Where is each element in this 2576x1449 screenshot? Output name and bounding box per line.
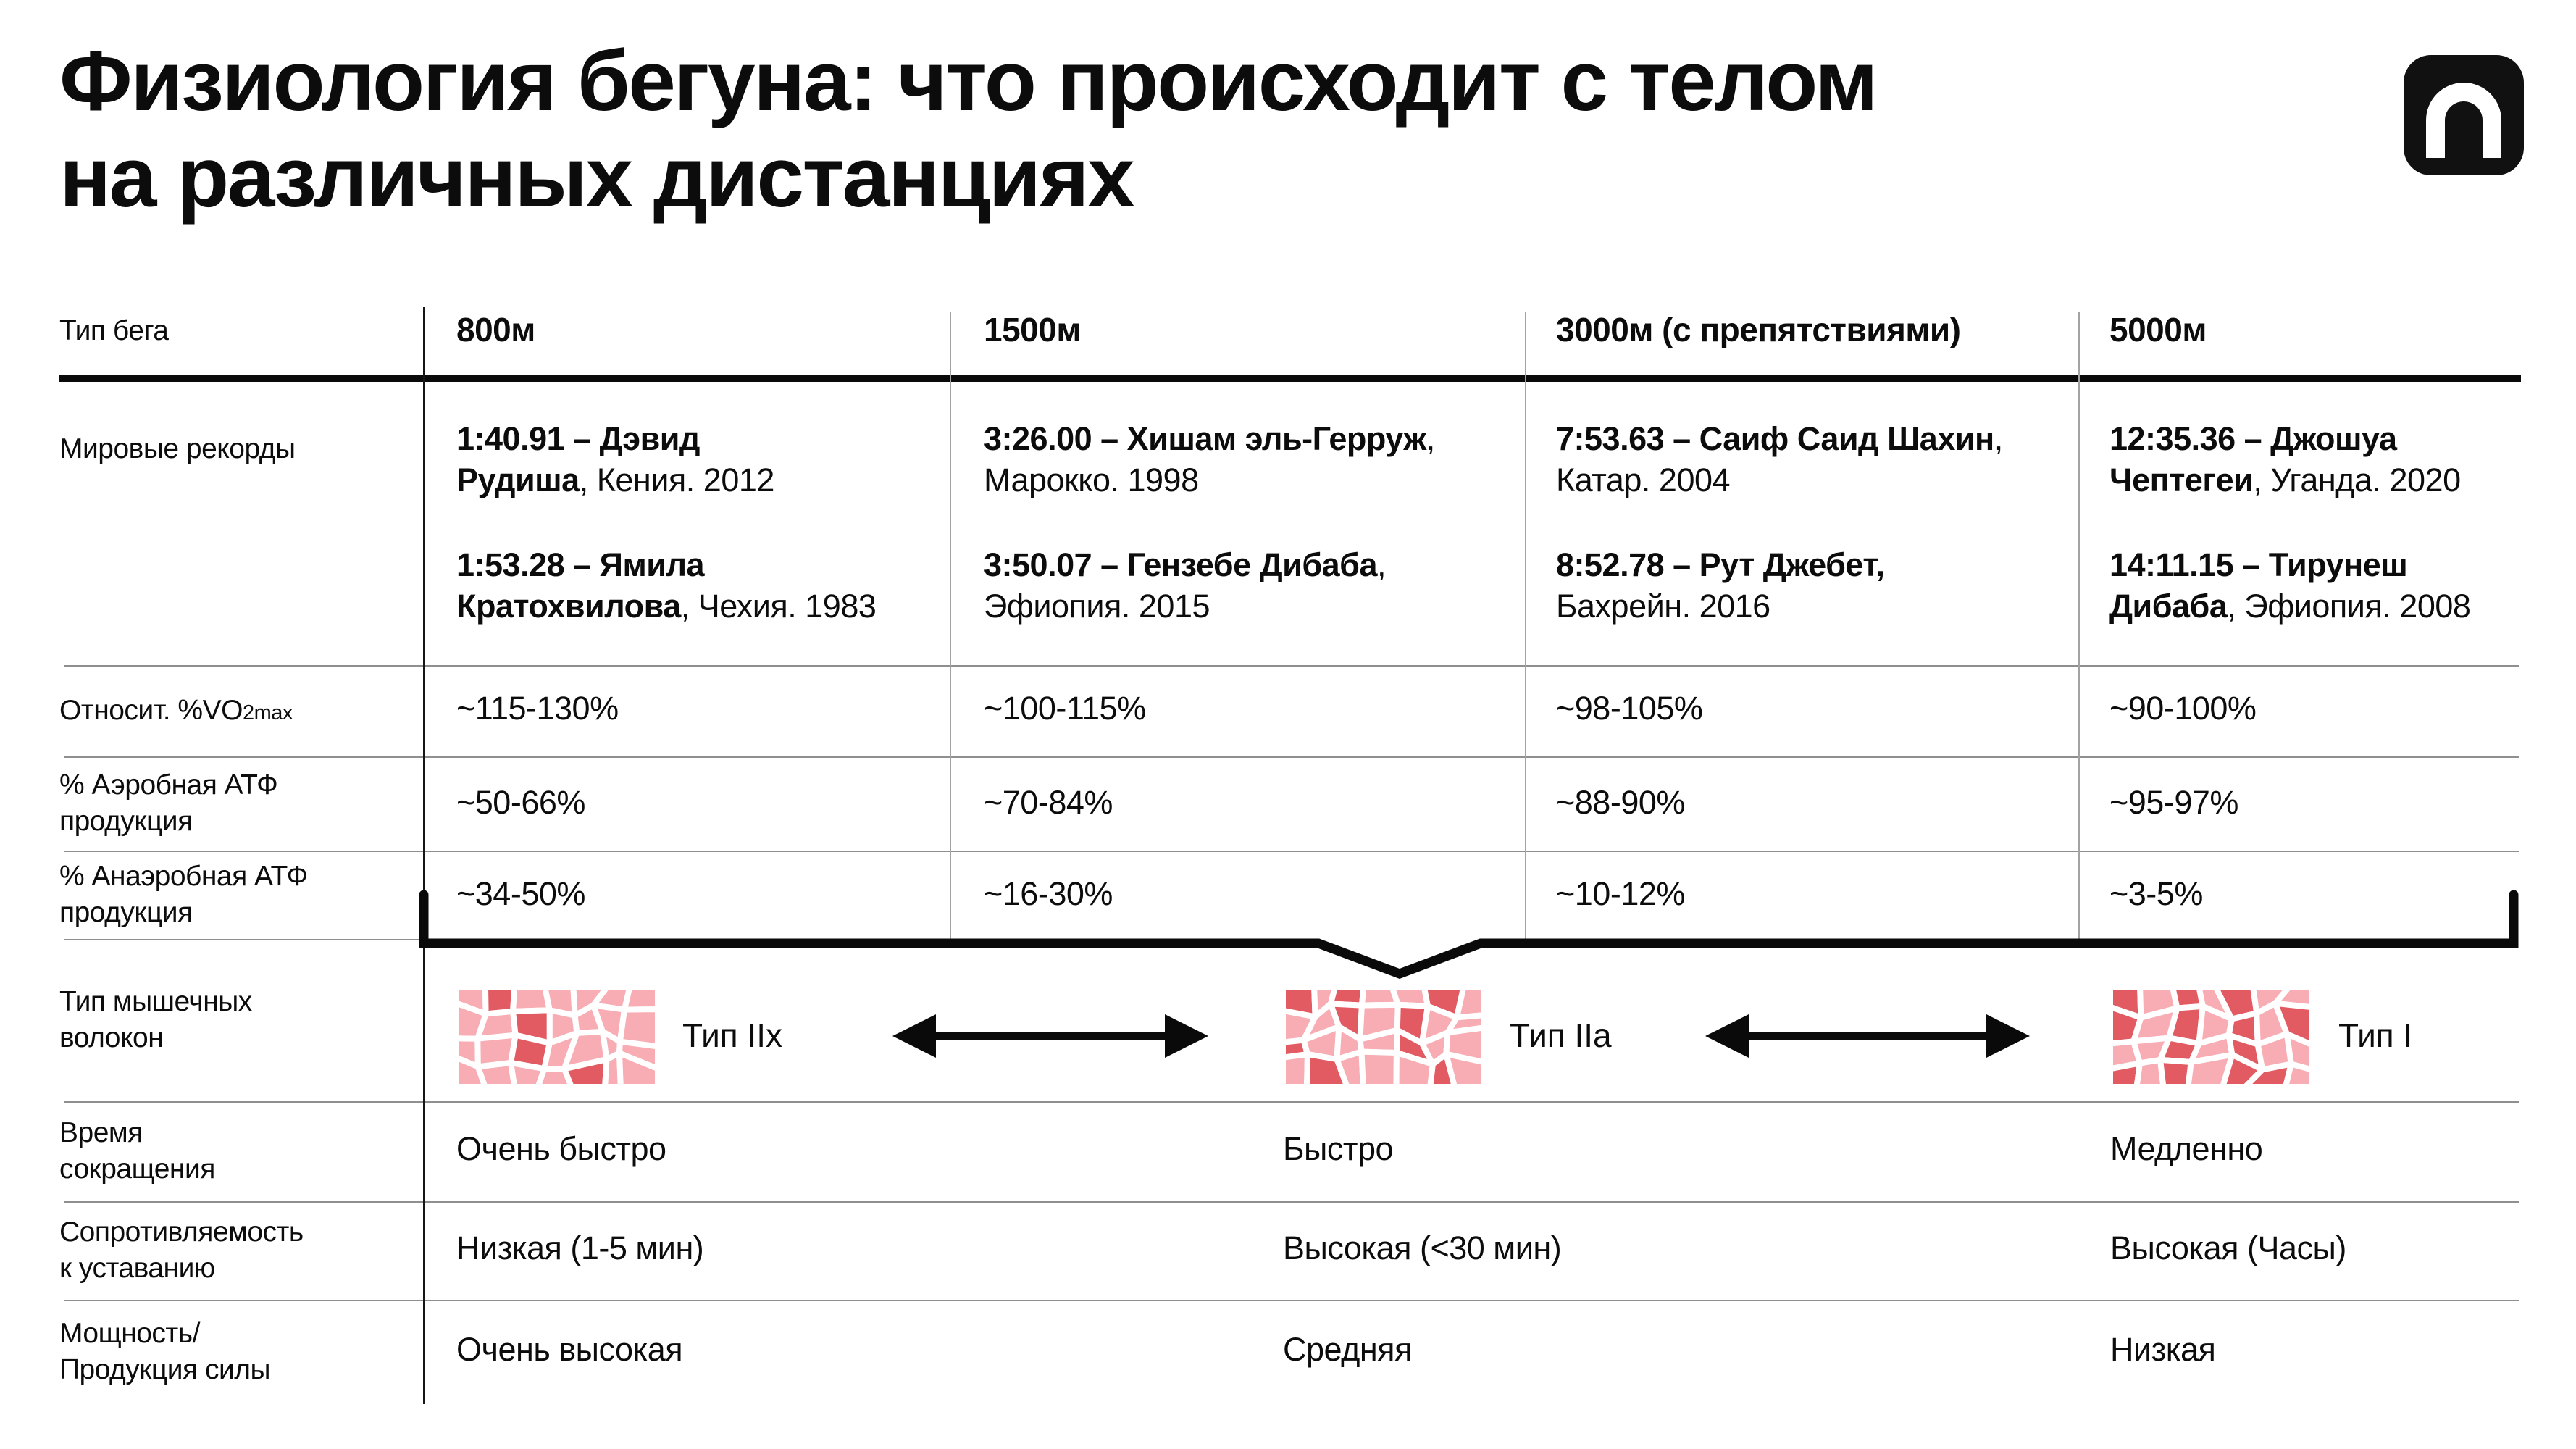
record-3000m-women: 8:52.78 – Рут Джебет, Бахрейн. 2016 [1556, 545, 1885, 627]
record-country-year: , Марокко. 1998 [984, 420, 1435, 498]
record-5000m-women: 14:11.15 – Тирунеш Дибаба, Эфиопия. 2008 [2109, 545, 2471, 627]
record-1500m-men: 3:26.00 – Хишам эль-Герруж, Марокко. 199… [984, 419, 1435, 501]
record-country-year: , Чехия. 1983 [680, 587, 877, 625]
anaerobic-1500m: ~16-30% [984, 875, 1113, 912]
record-country-year: , Эфиопия. 2008 [2227, 587, 2471, 625]
power-slow-twitch: Низкая [2110, 1331, 2216, 1368]
row-divider [64, 1201, 2519, 1203]
record-time-name: 3:50.07 – Гензебе Дибаба [984, 546, 1378, 583]
record-800m-men: 1:40.91 – Дэвид Рудиша, Кения. 2012 [456, 419, 774, 501]
contraction-slow-twitch: Медленно [2110, 1130, 2263, 1167]
muscle-fiber-type-iia-image [1283, 987, 1484, 1087]
fatigue-slow-twitch: Высокая (Часы) [2110, 1229, 2346, 1266]
publisher-logo [2404, 55, 2524, 175]
row-label-anaerobic-atp: % Анаэробная АТФ продукция [59, 861, 308, 928]
record-time-name: 7:53.63 – Саиф Саид Шахин [1556, 420, 1994, 457]
anaerobic-3000m: ~10-12% [1556, 875, 1685, 912]
record-1500m-women: 3:50.07 – Гензебе Дибаба, Эфиопия. 2015 [984, 545, 1387, 627]
row-label-fatigue-resistance: Сопротивляемость к уставанию [59, 1216, 304, 1284]
contraction-intermediate: Быстро [1283, 1130, 1394, 1167]
vo2max-3000m: ~98-105% [1556, 690, 1703, 727]
record-time-name: 1:40.91 – Дэвид Рудиша [456, 420, 700, 498]
record-800m-women: 1:53.28 – Ямила Кратохвилова, Чехия. 198… [456, 545, 877, 627]
fiber-type-iia-label: Тип IIa [1510, 1016, 1612, 1054]
record-country-year: Бахрейн. 2016 [1556, 587, 1770, 625]
aerobic-800m: ~50-66% [456, 784, 585, 821]
row-label-fiber-type: Тип мышечных волокон [59, 986, 252, 1053]
column-header-800m: 800м [456, 311, 535, 348]
record-5000m-men: 12:35.36 – Джошуа Чептегеи, Уганда. 2020 [2109, 419, 2461, 501]
muscle-fiber-type-i-image [2110, 987, 2312, 1087]
power-fast-twitch: Очень высокая [456, 1331, 683, 1368]
logo-arch-icon [2426, 83, 2501, 158]
row-label-run-type: Тип бега [59, 315, 169, 346]
aerobic-5000m: ~95-97% [2109, 784, 2238, 821]
aerobic-3000m: ~88-90% [1556, 784, 1685, 821]
column-divider [950, 312, 951, 939]
page-title: Физиология бегуна: что происходит с тело… [59, 33, 1878, 226]
vo2max-1500m: ~100-115% [984, 690, 1146, 727]
anaerobic-5000m: ~3-5% [2109, 875, 2203, 912]
vo2max-800m: ~115-130% [456, 690, 619, 727]
row-label-world-records: Мировые рекорды [59, 433, 296, 464]
vo2max-label-text: Относит. %VO [59, 695, 243, 726]
column-header-3000m: 3000м (с препятствиями) [1556, 311, 1961, 348]
double-arrow-icon [1705, 1014, 2030, 1058]
fiber-type-iix-label: Тип IIx [682, 1016, 783, 1054]
contraction-fast-twitch: Очень быстро [456, 1130, 666, 1167]
row-divider [64, 1300, 2519, 1301]
record-time-name: 3:26.00 – Хишам эль-Герруж [984, 420, 1426, 457]
anaerobic-800m: ~34-50% [456, 875, 585, 912]
fatigue-fast-twitch: Низкая (1-5 мин) [456, 1229, 704, 1266]
record-time-name: 1:53.28 – Ямила Кратохвилова [456, 546, 705, 625]
row-divider [64, 756, 2519, 758]
row-label-vo2max: Относит. %VO2max [59, 693, 293, 729]
row-divider [64, 939, 424, 940]
power-intermediate: Средняя [1283, 1331, 1412, 1368]
row-divider [64, 1101, 2519, 1103]
record-time-name: 12:35.36 – Джошуа Чептегеи [2109, 420, 2397, 498]
row-divider [64, 851, 2519, 852]
row-label-contraction-time: Время сокращения [59, 1117, 215, 1185]
label-column-divider [423, 307, 425, 1404]
record-country-year: , Кения. 2012 [579, 461, 775, 498]
column-header-1500m: 1500м [984, 311, 1081, 348]
vo2max-5000m: ~90-100% [2109, 690, 2257, 727]
fatigue-intermediate: Высокая (<30 мин) [1283, 1229, 1562, 1266]
record-country-year: , Эфиопия. 2015 [984, 546, 1387, 625]
double-arrow-icon [892, 1014, 1208, 1058]
record-3000m-men: 7:53.63 – Саиф Саид Шахин, Катар. 2004 [1556, 419, 2003, 501]
vo2max-label-subscript: 2max [242, 701, 293, 724]
header-rule [59, 375, 2521, 382]
fiber-type-i-label: Тип I [2338, 1016, 2413, 1054]
row-divider [64, 665, 2519, 667]
row-label-power: Мощность/ Продукция силы [59, 1318, 271, 1385]
underbrace-bracket [419, 890, 2519, 979]
muscle-fiber-type-iix-image [456, 987, 658, 1087]
record-country-year: , Катар. 2004 [1556, 420, 2003, 498]
column-divider [2078, 312, 2080, 939]
record-country-year: , Уганда. 2020 [2253, 461, 2461, 498]
record-time-name: 14:11.15 – Тирунеш Дибаба [2109, 546, 2408, 625]
aerobic-1500m: ~70-84% [984, 784, 1113, 821]
row-label-aerobic-atp: % Аэробная АТФ продукция [59, 769, 278, 837]
column-header-5000m: 5000м [2109, 311, 2207, 348]
record-time-name: 8:52.78 – Рут Джебет, [1556, 546, 1885, 583]
column-divider [1525, 312, 1526, 939]
